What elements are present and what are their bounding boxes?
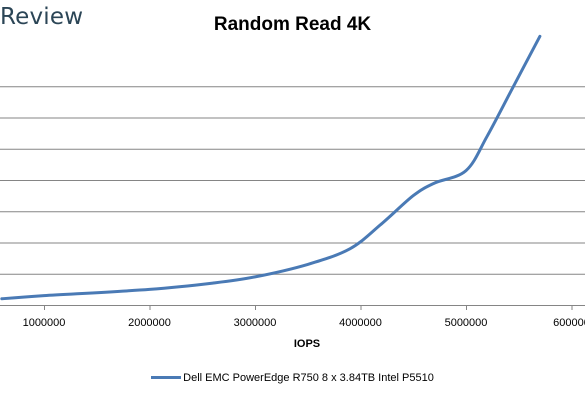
- x-tick-label: 600000: [553, 317, 585, 329]
- legend-swatch: [151, 375, 182, 379]
- x-axis-label: IOPS: [294, 338, 320, 350]
- x-tick-labels: 1000000 2000000 3000000 4000000 5000000 60000…: [23, 317, 585, 329]
- x-tick-label: 4000000: [339, 317, 382, 329]
- axes: [0, 305, 585, 310]
- x-tick-label: 3000000: [234, 317, 277, 329]
- brand-logo-text: Review: [0, 4, 84, 30]
- legend-label: Dell EMC PowerEdge R750 8 x 3.84TB Intel…: [183, 372, 434, 384]
- x-tick-label: 5000000: [445, 317, 488, 329]
- chart-title: Random Read 4K: [213, 14, 372, 35]
- x-tick-label: 2000000: [128, 317, 171, 329]
- gridlines: [0, 86, 585, 275]
- series-lines: [0, 34, 542, 301]
- x-tick-label: 1000000: [23, 317, 66, 329]
- legend: Dell EMC PowerEdge R750 8 x 3.84TB Intel…: [0, 372, 585, 384]
- series-line: [0, 34, 542, 301]
